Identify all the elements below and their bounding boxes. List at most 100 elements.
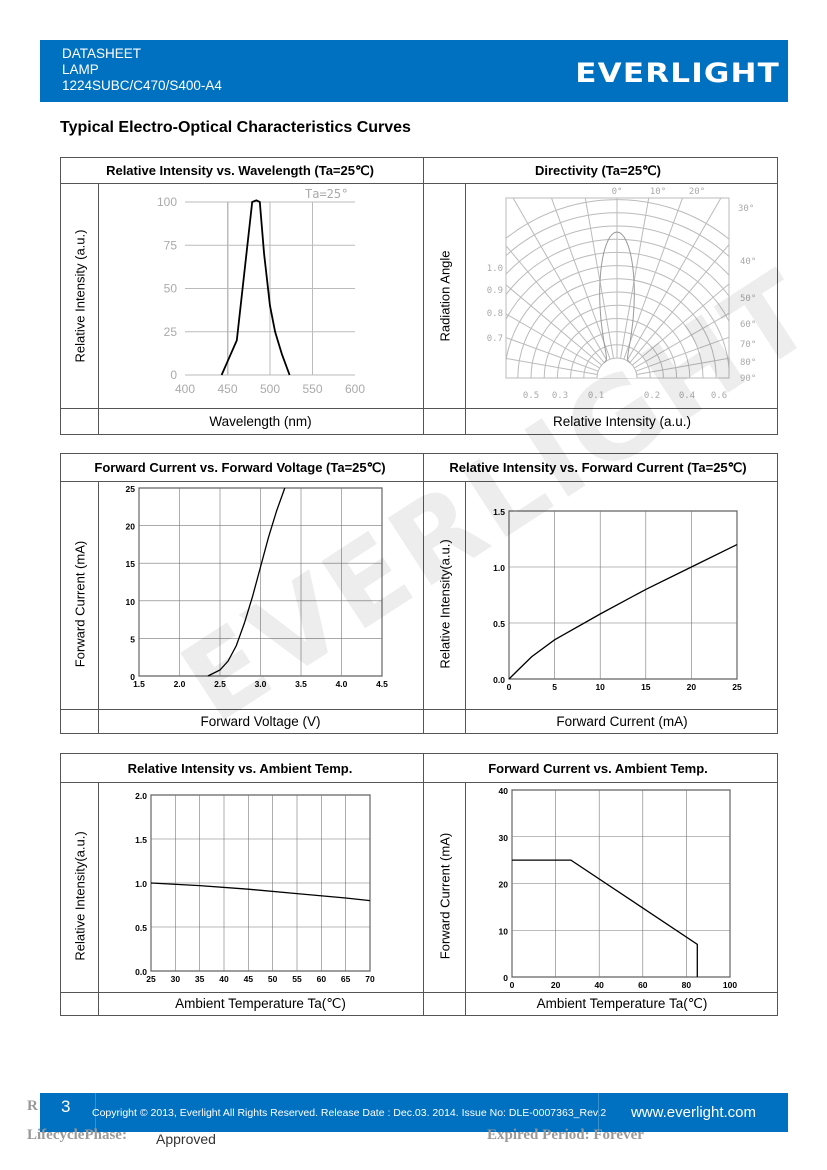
x-tick-label: 70 [365,974,375,984]
x-tick-label: 20 [551,980,561,990]
polar-arc [506,225,729,277]
radial-line [506,337,599,372]
radial-line [635,336,729,372]
x-tick-label: 550 [302,382,322,396]
annotation: Ta=25° [305,187,348,201]
angle-label: 90° [740,374,756,384]
y-tick-label: 0.5 [493,619,505,629]
x-tick-label: 65 [341,974,351,984]
intensity-label: 0.4 [679,391,695,401]
polar-arc [506,251,729,323]
x-tick-label: 5 [552,682,557,692]
polar-arc [530,291,704,378]
x-tick-label: 400 [175,382,195,396]
y-tick-label: 2.0 [135,791,147,801]
chart-title: Relative Intensity vs. Forward Current (… [449,459,747,475]
chart-title: Forward Current vs. Forward Voltage (Ta=… [94,459,386,475]
x-tick-label: 40 [219,974,229,984]
radial-line [629,243,729,364]
polar-arc [506,265,729,378]
y-tick-label: 0 [130,672,135,682]
chart-table-1: Relative Intensity vs. Wavelength (Ta=25… [60,157,778,435]
header-bar: DATASHEET LAMP 1224SUBC/C470/S400-A4 EVERL… [40,40,788,102]
x-tick-label: 20 [687,682,697,692]
polar-arc [506,199,729,240]
y-tick-label: 100 [157,195,177,209]
radial-line [623,198,684,360]
radial-line [506,357,598,376]
x-tick-label: 4.0 [336,679,348,689]
radial-line [512,198,608,361]
polar-arc [506,212,729,258]
section-title: Typical Electro-Optical Characteristics … [60,119,411,136]
lifecycle-label: LifecyclePhase: [27,1127,127,1143]
radiation-pattern [599,231,635,364]
polar-inner-arc [596,357,638,379]
website-link[interactable]: www.everlight.com [598,1093,788,1132]
y-tick-label: 0.0 [135,967,147,977]
angle-label: 60° [740,320,756,330]
y-tick-label: 1.0 [135,879,147,889]
radial-line [506,244,605,364]
radial-line [506,284,603,366]
x-tick-label: 2.5 [214,679,226,689]
y-tick-label: 25 [164,325,178,339]
y-tick-label: 50 [164,282,178,296]
x-tick-label: 3.5 [295,679,307,689]
part-number: 1224SUBC/C470/S400-A4 [62,78,222,93]
x-axis-label: Ambient Temperature Ta(℃) [536,996,708,1011]
intensity-label: 0.7 [487,334,503,344]
radial-line [550,198,611,360]
chart-table-2: Forward Current vs. Forward Voltage (Ta=… [60,453,778,734]
y-tick-label: 75 [164,238,178,252]
x-tick-label: 40 [594,980,604,990]
chart-table-3: Relative Intensity vs. Ambient Temp. Forw… [60,753,778,1016]
x-tick-label: 0 [507,682,512,692]
angle-label: 0° [612,187,623,197]
intensity-label: 0.3 [552,391,568,401]
x-tick-label: 1.5 [133,679,145,689]
x-axis-label: Ambient Temperature Ta(℃) [175,996,346,1011]
x-tick-label: 500 [260,382,280,396]
lifecycle-value: Approved [156,1131,216,1147]
everlight-logo: EVERLIGHT [575,58,780,89]
x-tick-label: 25 [146,974,156,984]
x-axis-label: Wavelength (nm) [209,414,312,429]
intensity-label: 0.6 [711,391,727,401]
polar-arc [583,344,651,378]
intensity-label: 0.1 [588,391,604,401]
radial-line [619,198,650,359]
y-tick-label: 5 [130,634,135,644]
angle-label: 80° [740,358,756,368]
y-tick-label: 1.0 [493,563,505,573]
chart-title: Relative Intensity vs. Ambient Temp. [127,760,353,776]
chart-title: Forward Current vs. Ambient Temp. [488,760,708,776]
y-tick-label: 1.5 [135,835,147,845]
y-tick-label: 25 [126,484,136,494]
intensity-label: 1.0 [487,264,503,274]
x-tick-label: 0 [510,980,515,990]
radial-line [626,198,722,361]
data-curve [150,882,371,902]
x-tick-label: 3.0 [255,679,267,689]
y-tick-label: 0 [170,368,177,382]
y-tick-label: 40 [499,786,509,796]
radial-line [634,312,729,369]
y-tick-label: 20 [499,880,509,890]
angle-label: 10° [650,187,666,197]
expired-period: Expired Period: Forever [487,1127,644,1143]
data-curve [508,544,738,680]
data-curve [512,859,698,977]
x-tick-label: 15 [641,682,651,692]
copyright: Copyright © 2013, Everlight All Rights R… [92,1107,607,1119]
x-axis-label: Forward Voltage (V) [200,714,321,729]
intensity-label: 0.9 [487,286,503,296]
y-tick-label: 30 [499,833,509,843]
angle-label: 70° [740,340,756,350]
radial-line [636,357,729,376]
x-tick-label: 60 [638,980,648,990]
x-tick-label: 600 [345,382,365,396]
x-axis-label: Relative Intensity (a.u.) [552,414,692,429]
angle-label: 40° [740,257,756,267]
